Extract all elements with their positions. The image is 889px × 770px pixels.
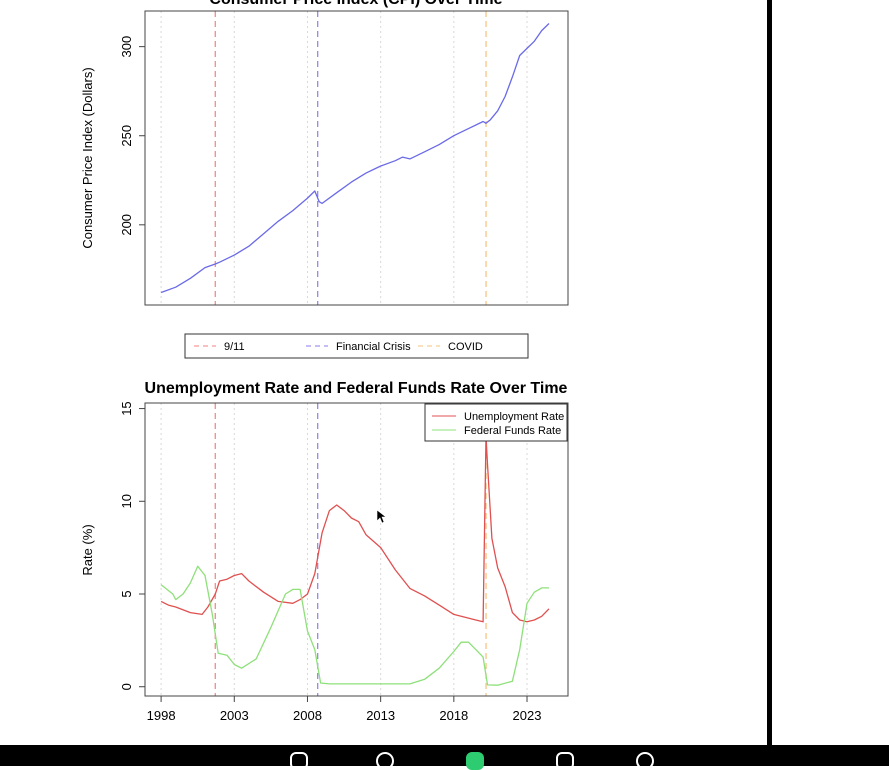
legend-label-911: 9/11 bbox=[224, 341, 245, 353]
cpi-event-lines bbox=[214, 11, 487, 305]
rates-series bbox=[160, 435, 550, 686]
window-divider bbox=[767, 0, 772, 745]
cpi-plot-frame bbox=[144, 10, 569, 306]
taskbar-app-icon[interactable] bbox=[290, 752, 308, 770]
rates-legend-box bbox=[424, 403, 568, 442]
taskbar-app-icon[interactable] bbox=[376, 752, 394, 770]
x-tick-label: 2008 bbox=[293, 708, 322, 723]
taskbar-app-icon[interactable] bbox=[466, 752, 484, 770]
x-tick-label: 2018 bbox=[439, 708, 468, 723]
rates-y-ticks: 0 5 10 15 bbox=[119, 401, 145, 690]
event-legend-box bbox=[184, 333, 529, 359]
rates-legend: Unemployment Rate Federal Funds Rate bbox=[424, 403, 568, 442]
cpi-grid bbox=[160, 11, 528, 305]
series-line-0 bbox=[160, 435, 550, 623]
mouse-cursor-icon bbox=[376, 509, 387, 524]
rates-y-axis-label: Rate (%) bbox=[80, 524, 95, 575]
series-line-0 bbox=[160, 23, 550, 294]
y-tick-label: 200 bbox=[119, 214, 134, 236]
rates-x-ticks: 1998 2003 2008 2013 2018 2023 bbox=[147, 696, 542, 723]
series-line-1 bbox=[160, 565, 549, 686]
y-tick-label: 10 bbox=[119, 494, 134, 508]
y-tick-label: 15 bbox=[119, 401, 134, 415]
legend-label-fed-funds: Federal Funds Rate bbox=[464, 425, 561, 437]
cpi-chart: Consumer Price Index (CPI) Over Time 200… bbox=[80, 0, 569, 306]
legend-label-financial-crisis: Financial Crisis bbox=[336, 341, 411, 353]
cpi-series bbox=[160, 23, 550, 294]
rates-grid bbox=[160, 403, 528, 696]
x-tick-label: 2023 bbox=[513, 708, 542, 723]
y-tick-label: 5 bbox=[119, 590, 134, 597]
rates-chart-title: Unemployment Rate and Federal Funds Rate… bbox=[145, 380, 568, 397]
rates-chart: Unemployment Rate and Federal Funds Rate… bbox=[80, 380, 569, 723]
taskbar-app-icon[interactable] bbox=[636, 752, 654, 770]
legend-label-unemployment: Unemployment Rate bbox=[464, 411, 564, 423]
x-tick-label: 2013 bbox=[366, 708, 395, 723]
taskbar bbox=[0, 745, 889, 770]
legend-label-covid: COVID bbox=[448, 341, 483, 353]
y-tick-label: 300 bbox=[119, 36, 134, 58]
rates-event-lines bbox=[214, 403, 487, 696]
cpi-y-axis-label: Consumer Price Index (Dollars) bbox=[80, 67, 95, 248]
x-tick-label: 2003 bbox=[220, 708, 249, 723]
y-tick-label: 0 bbox=[119, 683, 134, 690]
x-tick-label: 1998 bbox=[147, 708, 176, 723]
cpi-chart-title: Consumer Price Index (CPI) Over Time bbox=[209, 0, 502, 8]
cpi-y-ticks: 200 250 300 bbox=[119, 36, 145, 236]
rates-plot-frame bbox=[144, 402, 569, 697]
event-legend: 9/11 Financial Crisis COVID bbox=[184, 333, 529, 359]
taskbar-app-icon[interactable] bbox=[556, 752, 574, 770]
y-tick-label: 250 bbox=[119, 125, 134, 147]
